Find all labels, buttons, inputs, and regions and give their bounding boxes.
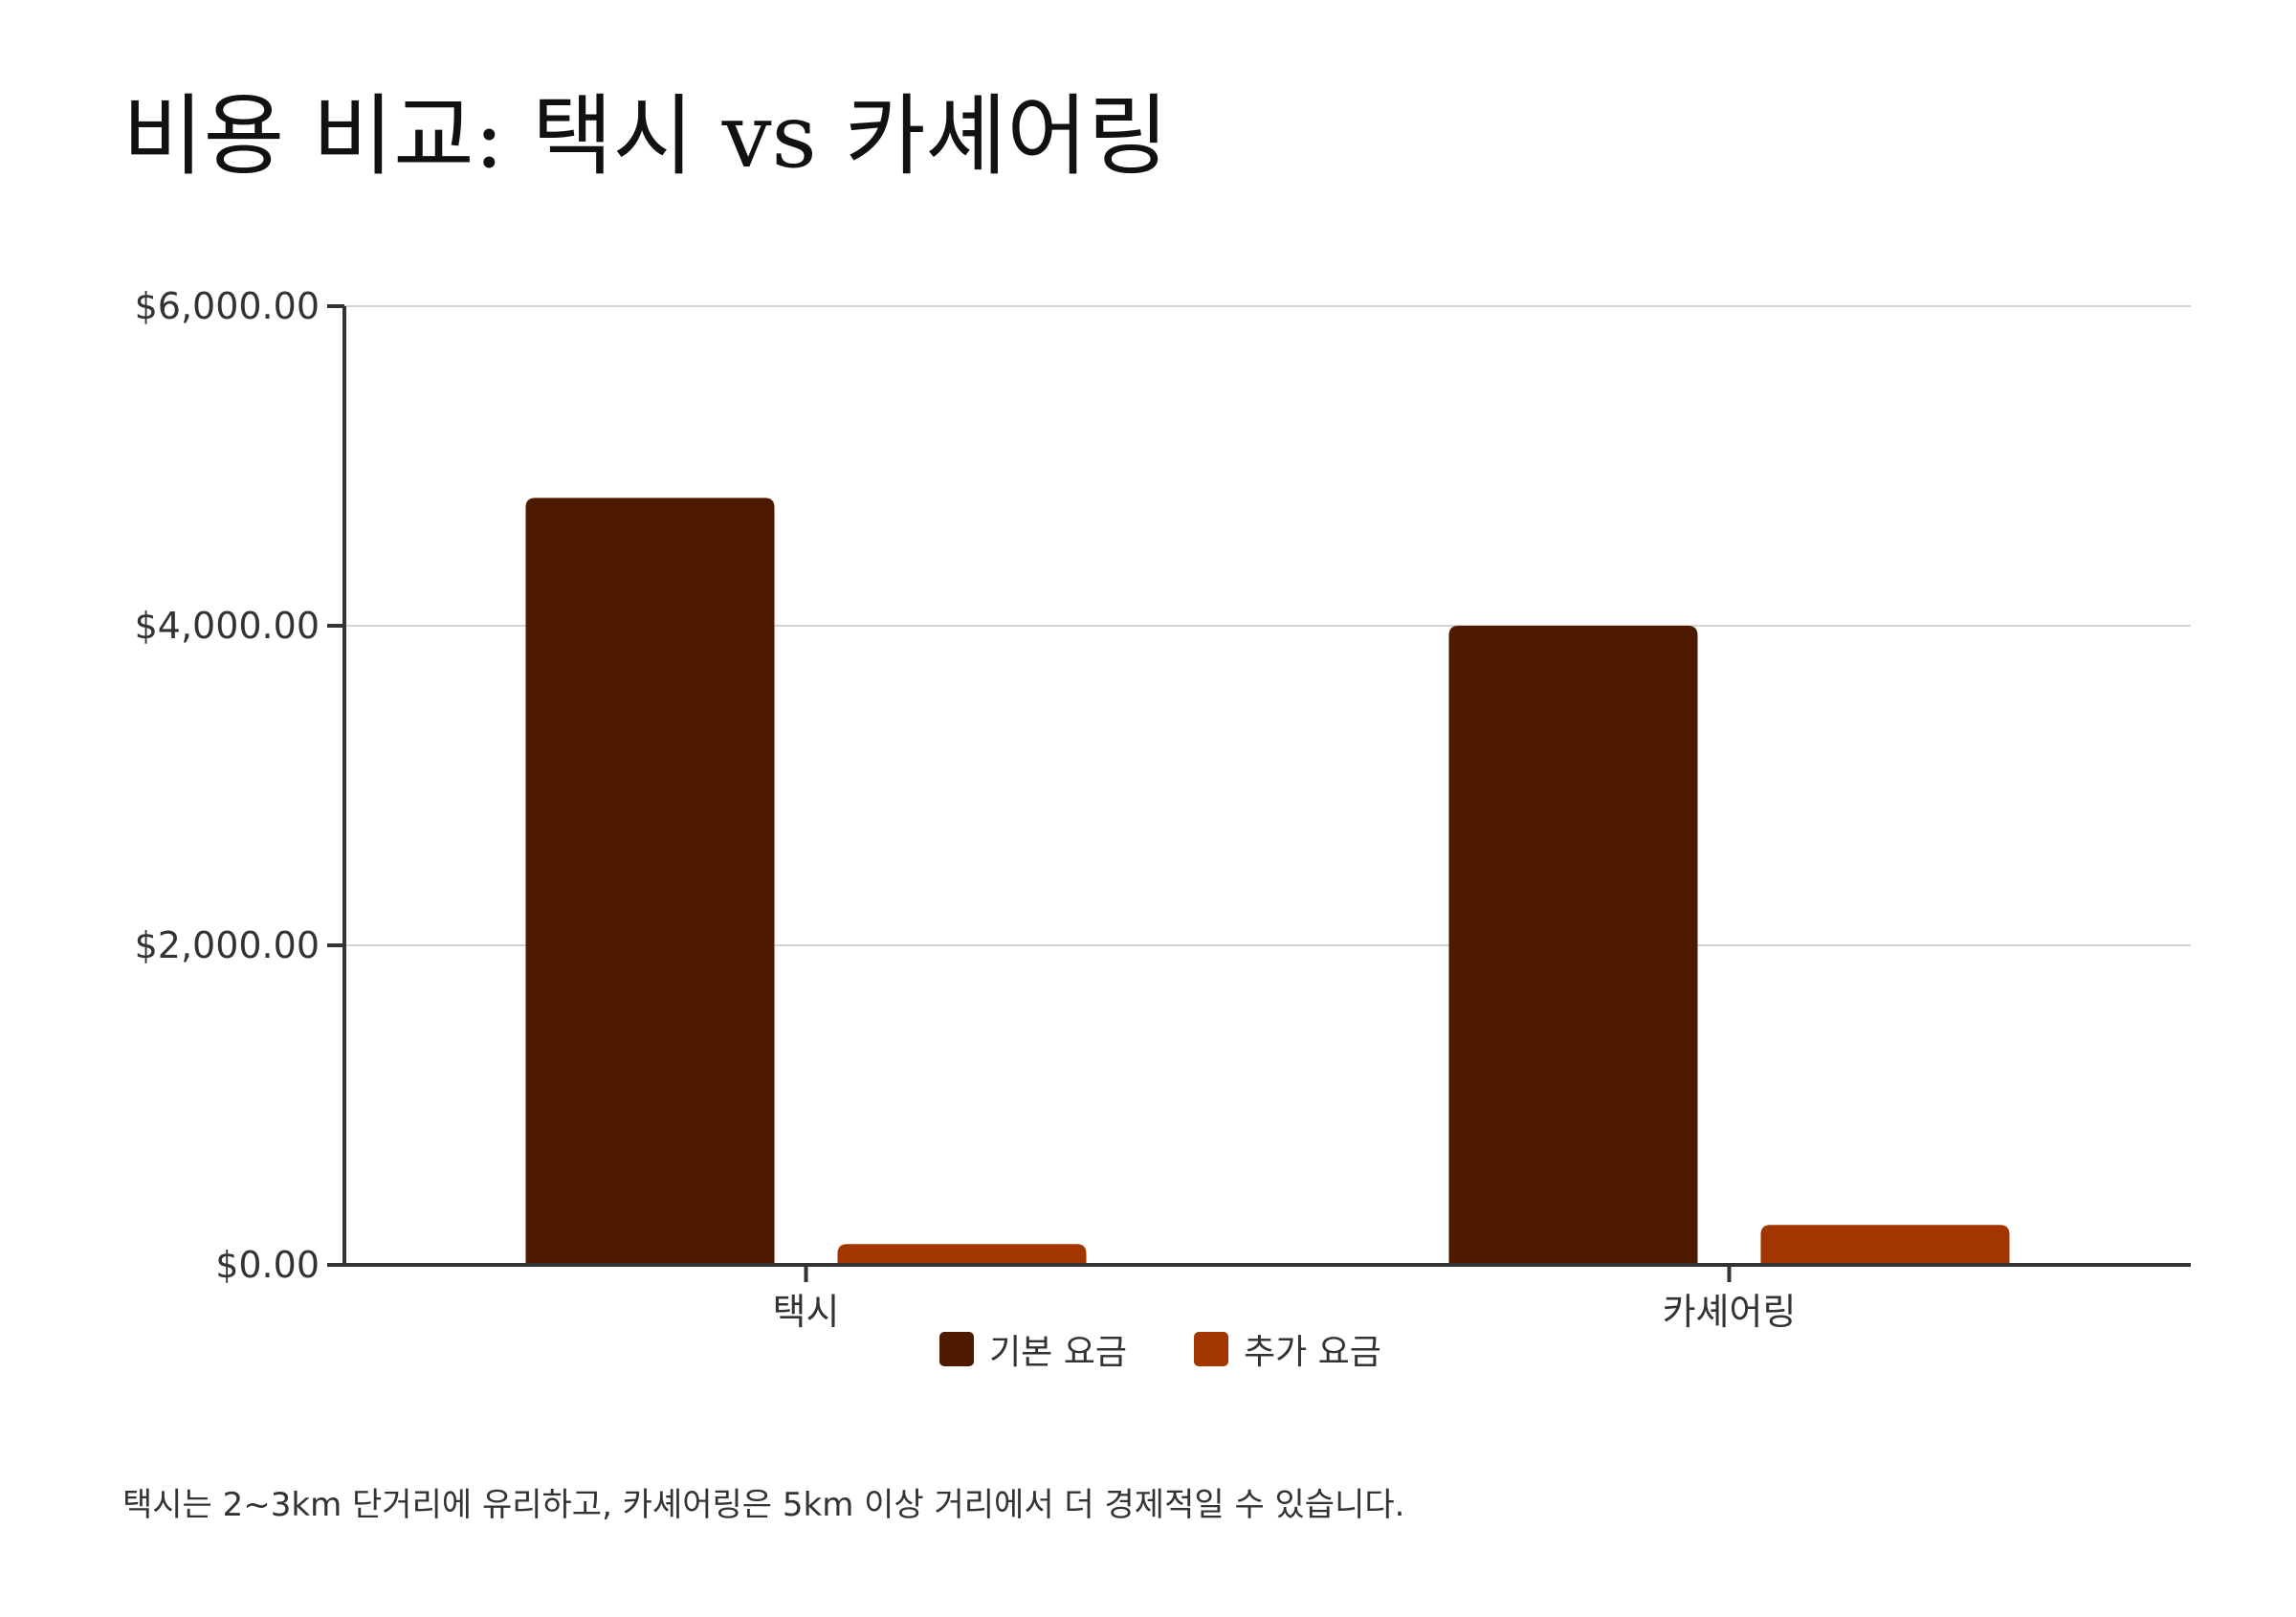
bars — [525, 498, 2010, 1265]
legend-item-base: 기본 요금 — [915, 1324, 1127, 1374]
legend: 기본 요금 추가 요금 — [0, 1324, 2296, 1374]
y-tick-label: $2,000.00 — [135, 924, 320, 966]
axes — [327, 304, 2191, 1282]
legend-item-extra: 추가 요금 — [1169, 1324, 1381, 1374]
y-tick-label: $4,000.00 — [135, 605, 320, 647]
legend-label-extra: 추가 요금 — [1244, 1333, 1381, 1372]
legend-swatch-extra — [1194, 1332, 1228, 1366]
chart-title: 비용 비교: 택시 vs 카셰어링 — [122, 85, 1169, 188]
bar-extra-fare — [837, 1244, 1087, 1265]
legend-label-base: 기본 요금 — [989, 1333, 1127, 1372]
legend-swatch-base — [939, 1332, 975, 1366]
bar-base-fare — [1448, 626, 1698, 1265]
y-tick-label: $0.00 — [215, 1244, 320, 1286]
x-tick-label: 카셰어링 — [1663, 1291, 1797, 1333]
bar-extra-fare — [1760, 1225, 2010, 1265]
footnote: 택시는 2~3km 단거리에 유리하고, 카셰어링은 5km 이상 거리에서 더… — [122, 1486, 1405, 1524]
axis-labels: $0.00 $2,000.00 $4,000.00 $6,000.00 택시 카셰어링 — [135, 285, 1797, 1333]
bar-base-fare — [525, 498, 775, 1265]
y-tick-label: $6,000.00 — [135, 285, 320, 327]
x-tick-label: 택시 — [773, 1291, 840, 1333]
